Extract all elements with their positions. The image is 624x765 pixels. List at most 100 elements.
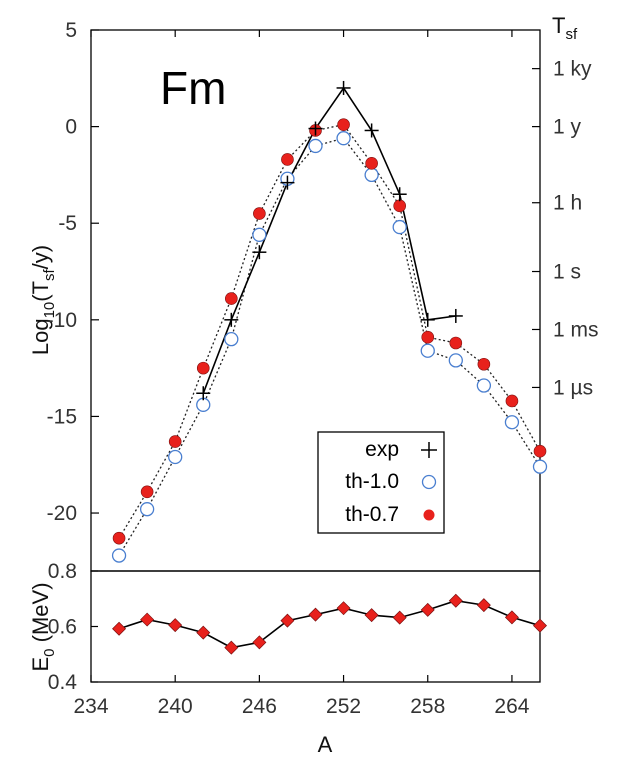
e0-point — [364, 608, 379, 623]
main-y-tick-label: -10 — [47, 309, 77, 332]
th07-point — [225, 292, 238, 305]
main-y-tick-label: 0 — [65, 116, 77, 139]
ylabel-log-sub: 10 — [41, 302, 58, 319]
e0-point — [224, 640, 239, 655]
series-layer — [111, 80, 548, 655]
right-axis-tick-label: 1 s — [553, 261, 581, 284]
th07-point — [253, 207, 266, 220]
e0-point — [196, 625, 211, 640]
e0-sub: 0 — [41, 648, 58, 656]
ylabel-sf-sub: sf — [41, 268, 58, 281]
x-tick-label: 246 — [242, 695, 277, 718]
exp-point — [280, 175, 295, 190]
th10-point — [532, 459, 548, 474]
exp-point — [252, 245, 267, 260]
legend-label-th10: th-1.0 — [345, 470, 399, 493]
ylabel-tail: /y) — [28, 245, 53, 269]
legend-marker-plus — [421, 442, 437, 458]
x-tick-label: 240 — [158, 695, 193, 718]
exp-line — [202, 86, 456, 394]
th07-point — [505, 394, 519, 408]
right-axis-title-sub: sf — [565, 26, 578, 43]
ylabel-log: Log — [28, 318, 53, 355]
legend-label-th07: th-0.7 — [345, 503, 399, 526]
th10-line — [118, 137, 541, 556]
th10-point — [504, 415, 520, 430]
th07-point — [365, 157, 378, 170]
th10-point — [392, 219, 407, 235]
lower-y-tick-label: 0.8 — [48, 560, 77, 583]
right-axis-title-main: T — [552, 13, 565, 38]
legend-label-exp: exp — [365, 438, 399, 461]
th10-point — [139, 502, 155, 517]
th07-point — [337, 118, 350, 131]
exp-point — [224, 312, 239, 327]
th10-point — [252, 227, 267, 242]
main-y-tick-label: -5 — [58, 212, 77, 235]
e0-label: E — [28, 657, 53, 672]
lower-plot-frame — [90, 570, 541, 683]
e0-line — [118, 599, 541, 649]
th07-point — [196, 361, 210, 375]
element-label: Fm — [160, 62, 226, 114]
e0-point — [336, 601, 351, 616]
right-axis-tick-label: 1 ky — [553, 58, 592, 81]
th10-point — [448, 353, 463, 368]
e0-point — [504, 610, 519, 625]
main-y-tick-label: -15 — [47, 405, 77, 428]
th07-point — [477, 357, 491, 371]
main-plot-frame — [90, 29, 541, 572]
e0-point — [392, 610, 407, 625]
x-tick-label: 234 — [73, 695, 108, 718]
th10-point — [364, 167, 379, 183]
e0-point — [252, 635, 267, 650]
main-y-tick-label: 5 — [65, 19, 77, 42]
e0-point — [140, 612, 155, 627]
ticks-layer: 5 0 -5 -10 -15 -20 1 ky 1 y 1 h 1 s 1 ms 1 µs 0.8 0.6… — [47, 19, 599, 718]
exp-point — [336, 80, 351, 95]
th10-point — [224, 331, 239, 347]
x-axis-title: A — [318, 732, 333, 757]
th10-point — [336, 131, 351, 146]
right-axis-title: Tsf — [552, 13, 578, 43]
exp-point — [196, 386, 211, 401]
exp-point — [392, 187, 407, 202]
lower-y-tick-label: 0.6 — [48, 616, 77, 639]
th10-point — [308, 138, 323, 154]
th10-point — [168, 449, 183, 465]
right-axis-tick-label: 1 y — [553, 116, 582, 139]
e0-point — [420, 602, 435, 617]
th07-point — [281, 153, 294, 166]
th07-point — [112, 531, 126, 545]
legend-marker-filled-circle — [423, 509, 435, 521]
th10-point — [196, 397, 211, 412]
th07-point — [533, 444, 547, 458]
e0-point — [533, 618, 547, 633]
th10-point — [476, 378, 492, 393]
right-axis-tick-label: 1 h — [553, 192, 582, 215]
lower-y-axis-title: E0 (MeV) — [28, 582, 58, 671]
th10-point — [111, 548, 127, 563]
legend-marker-open-circle — [421, 474, 437, 490]
ylabel-paren: (T — [28, 281, 53, 302]
e0-point — [280, 613, 295, 628]
th07-point — [421, 330, 435, 344]
e0-tail: (MeV) — [28, 582, 53, 648]
x-tick-label: 258 — [410, 695, 445, 718]
lower-y-tick-label: 0.4 — [48, 671, 78, 694]
exp-point — [308, 121, 323, 136]
exp-point — [364, 123, 379, 138]
x-tick-label: 264 — [494, 695, 529, 718]
x-tick-label: 252 — [326, 695, 361, 718]
exp-point — [420, 312, 435, 327]
right-axis-tick-label: 1 µs — [553, 376, 593, 399]
e0-point — [448, 593, 463, 608]
main-y-axis-title: Log10(Tsf/y) — [28, 245, 58, 355]
th10-point — [420, 343, 435, 358]
e0-point — [112, 621, 127, 636]
legend: exp th-1.0 th-0.7 — [317, 431, 445, 534]
e0-point — [476, 598, 491, 613]
th07-point — [393, 199, 406, 213]
th07-point — [140, 485, 154, 499]
